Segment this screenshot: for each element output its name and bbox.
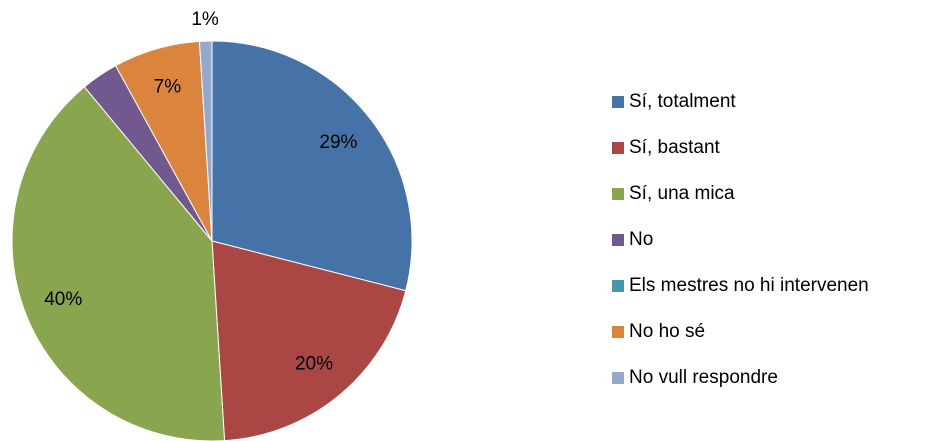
data-label: 29% — [319, 132, 357, 153]
data-label: 7% — [154, 76, 182, 97]
legend-label: Sí, totalment — [629, 91, 736, 112]
legend-swatch — [612, 280, 624, 292]
data-label: 1% — [191, 9, 219, 30]
legend-label: No vull respondre — [629, 367, 778, 388]
legend-swatch — [612, 96, 624, 108]
legend-swatch — [612, 188, 624, 200]
legend-swatch — [612, 142, 624, 154]
data-label: 20% — [295, 353, 333, 374]
pie-slice — [211, 40, 413, 292]
legend-label: Sí, una mica — [629, 183, 735, 204]
legend-label: No ho sé — [629, 321, 705, 342]
legend-swatch — [612, 326, 624, 338]
legend-label: No — [629, 229, 653, 250]
pie-slice — [211, 240, 407, 441]
legend-label: Els mestres no hi intervenen — [629, 275, 869, 296]
legend-label: Sí, bastant — [629, 137, 721, 158]
pie-slice — [11, 86, 226, 441]
legend-swatch — [612, 372, 624, 384]
pie-slice — [198, 40, 213, 242]
data-label: 40% — [44, 289, 82, 310]
legend-swatch — [612, 234, 624, 246]
